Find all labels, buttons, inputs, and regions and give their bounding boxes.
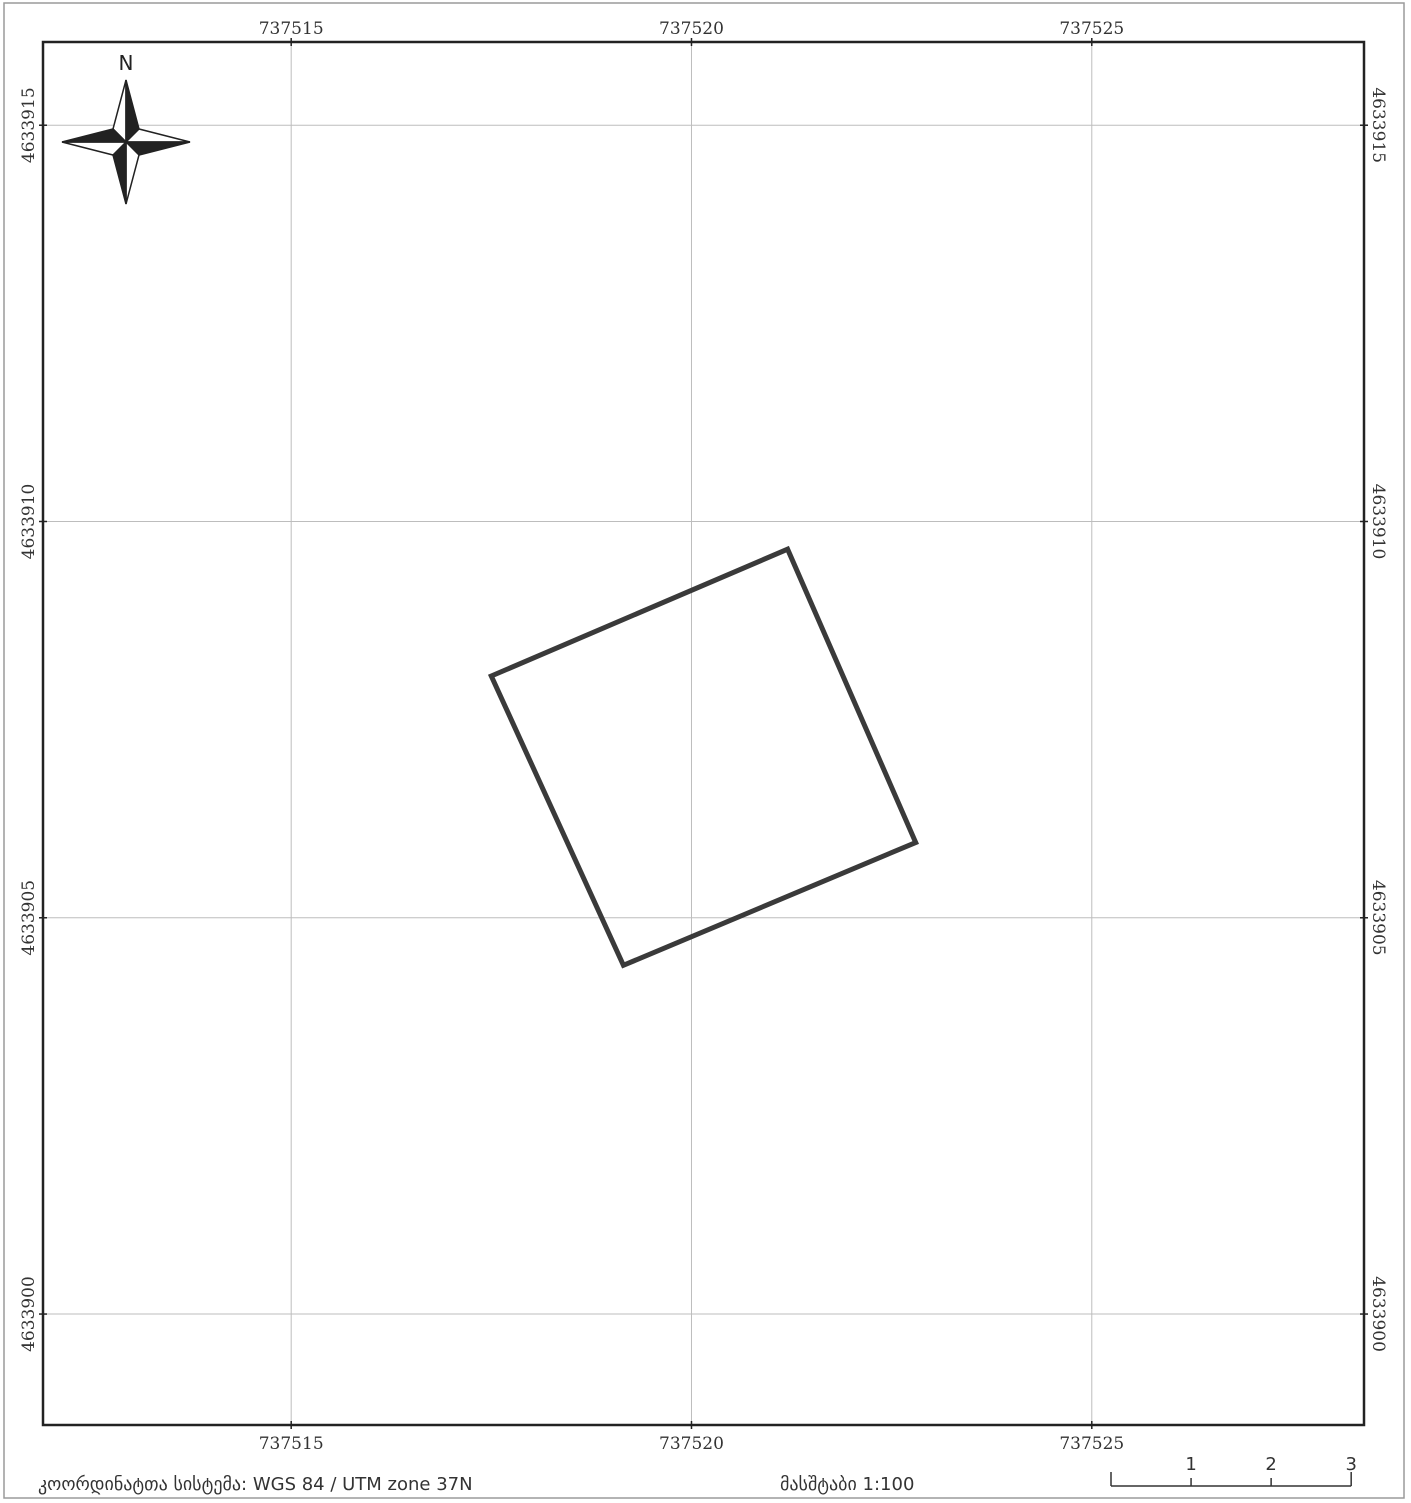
parcel-outline	[491, 549, 915, 965]
map-frame-border	[43, 42, 1364, 1425]
easting-label-top: 737515	[259, 19, 324, 39]
easting-label-top: 737525	[1059, 19, 1124, 39]
north-label: N	[119, 51, 134, 75]
northing-label-right: 4633900	[1368, 1276, 1388, 1352]
scale-bar-tick-label: 1	[1185, 1454, 1196, 1475]
northing-label-left: 4633905	[19, 880, 39, 956]
scale-bar-tick-label: 3	[1345, 1454, 1356, 1475]
northing-label-left: 4633910	[19, 484, 39, 560]
northing-label-left: 4633900	[19, 1276, 39, 1352]
scale-bar: 1 2 3	[1111, 1454, 1357, 1486]
compass-rose-icon: N	[62, 51, 190, 204]
scale-ratio-label: მასშტაბი 1:100	[780, 1474, 914, 1495]
map-frame	[39, 38, 1368, 1429]
sheet-border	[4, 3, 1404, 1498]
scale-bar-tick-label: 2	[1265, 1454, 1276, 1475]
northing-label-left: 4633915	[19, 87, 39, 163]
frame-ticks	[39, 38, 1368, 1429]
northing-label-right: 4633915	[1368, 87, 1388, 163]
easting-label-bottom: 737525	[1059, 1434, 1124, 1454]
grid-lines	[43, 42, 1364, 1425]
coordinate-labels: 737515 737515 737520 737520 737525 737525 4633…	[19, 19, 1388, 1454]
easting-label-bottom: 737520	[659, 1434, 724, 1454]
parcel-layer	[491, 549, 915, 965]
easting-label-bottom: 737515	[259, 1434, 324, 1454]
easting-label-top: 737520	[659, 19, 724, 39]
northing-label-right: 4633905	[1368, 880, 1388, 956]
northing-label-right: 4633910	[1368, 484, 1388, 560]
coordinate-system-label: კოორდინატთა სისტემა: WGS 84 / UTM zone 3…	[38, 1474, 473, 1495]
